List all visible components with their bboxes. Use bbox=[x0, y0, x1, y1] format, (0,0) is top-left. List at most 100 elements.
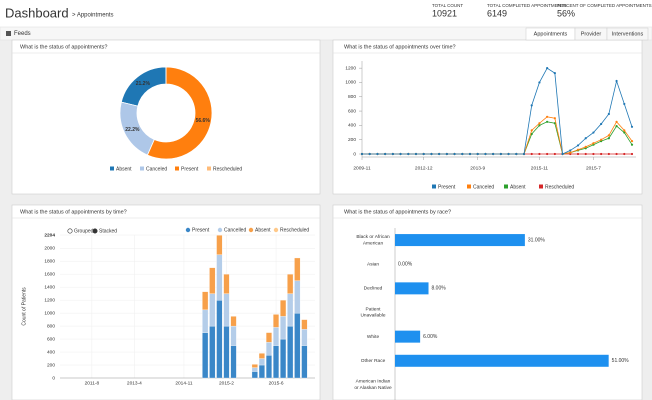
legend-swatch bbox=[539, 184, 543, 189]
y-tick-label: 0 bbox=[52, 375, 55, 381]
x-tick-label: 2015-11 bbox=[531, 165, 549, 171]
line-point bbox=[391, 152, 394, 156]
bar-segment bbox=[273, 327, 280, 346]
legend-label: Present bbox=[192, 227, 210, 233]
y-tick-label: 600 bbox=[47, 336, 55, 342]
line-point bbox=[407, 152, 410, 156]
legend-label: Rescheduled bbox=[545, 184, 574, 190]
x-tick-label: 2015-2 bbox=[219, 380, 234, 386]
line-point bbox=[368, 152, 371, 156]
bar-segment bbox=[230, 325, 237, 346]
legend-swatch bbox=[467, 184, 471, 189]
bar-segment bbox=[251, 367, 258, 372]
line-point bbox=[607, 112, 610, 116]
y-tick-label: 1000 bbox=[44, 310, 55, 316]
bar-segment bbox=[294, 312, 301, 379]
pie-slice bbox=[146, 66, 213, 160]
line-point bbox=[376, 152, 379, 156]
line-point bbox=[430, 152, 433, 156]
legend-swatch bbox=[140, 166, 144, 171]
x-tick-label: 2012-12 bbox=[415, 165, 433, 171]
bar-segment bbox=[223, 274, 230, 294]
line-point bbox=[630, 140, 634, 143]
radio-label[interactable]: Grouped bbox=[74, 228, 94, 234]
bar-segment bbox=[216, 235, 223, 255]
line-point bbox=[468, 152, 472, 156]
line-point bbox=[484, 152, 487, 156]
tab[interactable] bbox=[606, 27, 649, 41]
bar-segment bbox=[287, 293, 294, 327]
panels: What is the status of appointments? What… bbox=[11, 39, 643, 400]
breadcrumb: > Appointments bbox=[72, 13, 114, 19]
radio-label[interactable]: Stacked bbox=[99, 228, 117, 234]
bar-segment bbox=[209, 325, 216, 379]
y-tick-label: 1200 bbox=[345, 65, 356, 71]
line-point bbox=[623, 102, 626, 106]
line-point bbox=[569, 149, 572, 152]
line-point bbox=[584, 145, 587, 148]
value-label: 8.00% bbox=[432, 286, 447, 292]
y-tick-label: 2000 bbox=[44, 246, 55, 252]
line-point bbox=[553, 122, 556, 125]
line-point bbox=[546, 115, 549, 118]
x-tick-label: 2015-6 bbox=[269, 380, 284, 386]
x-tick-label: 2013-4 bbox=[127, 380, 142, 386]
value-label: 0.00% bbox=[398, 262, 413, 268]
line-point bbox=[438, 152, 441, 156]
legend-swatch bbox=[273, 227, 279, 233]
bar-segment bbox=[280, 299, 287, 317]
bar-segment bbox=[301, 319, 308, 330]
radio[interactable] bbox=[67, 228, 73, 234]
x-tick-label: 2011-8 bbox=[85, 380, 100, 386]
stat-value: 6149 bbox=[487, 8, 507, 18]
line-point bbox=[530, 129, 533, 132]
bar bbox=[395, 234, 525, 247]
y-tick-label: 400 bbox=[47, 349, 55, 355]
bar-segment bbox=[202, 309, 209, 333]
line-point bbox=[530, 152, 533, 156]
legend-swatch bbox=[504, 184, 508, 189]
line-point bbox=[538, 122, 541, 125]
bar bbox=[395, 330, 421, 343]
y-tick-label: 1000 bbox=[345, 80, 356, 86]
x-tick-label: 2009-11 bbox=[353, 165, 371, 171]
tab-label[interactable]: Provider bbox=[581, 31, 602, 37]
line-point bbox=[538, 152, 541, 156]
line-point bbox=[553, 117, 556, 120]
line-point bbox=[592, 131, 595, 134]
line-point bbox=[399, 152, 402, 156]
y-tick-label: 600 bbox=[348, 108, 356, 114]
tab-label[interactable]: Appointments bbox=[534, 31, 568, 37]
y-tick-label: 1200 bbox=[44, 297, 55, 303]
bar-segment bbox=[258, 353, 265, 359]
line-point bbox=[530, 132, 533, 136]
x-tick-label: 2015-7 bbox=[586, 165, 601, 171]
line-point bbox=[522, 152, 526, 156]
bar-segment bbox=[301, 329, 308, 346]
page-title: Dashboard bbox=[5, 5, 69, 20]
feeds-label[interactable]: Feeds bbox=[14, 31, 31, 37]
y-tick-label: 200 bbox=[47, 362, 55, 368]
category-label: White bbox=[367, 334, 380, 340]
tab-label[interactable]: Interventions bbox=[612, 31, 644, 37]
line-point bbox=[553, 152, 556, 156]
line-point bbox=[538, 124, 541, 127]
bar-segment bbox=[230, 316, 237, 327]
x-tick-label: 2013-9 bbox=[470, 165, 485, 171]
bar-segment bbox=[223, 293, 230, 327]
bar bbox=[395, 354, 609, 367]
bar-segment bbox=[287, 325, 294, 379]
line-point bbox=[576, 144, 580, 147]
x-tick-label: 2014-11 bbox=[175, 380, 193, 386]
line-point bbox=[615, 152, 618, 156]
legend-label: Absent bbox=[255, 227, 271, 233]
bar-segment bbox=[223, 325, 230, 379]
legend-swatch bbox=[432, 184, 436, 189]
radio[interactable] bbox=[92, 228, 98, 234]
line-point bbox=[538, 81, 541, 84]
line-point bbox=[515, 152, 518, 156]
y-tick-label: 400 bbox=[348, 123, 356, 129]
stat-label: TOTAL COMPLETED APPOINTMENTS bbox=[487, 3, 567, 8]
y-tick-label: 800 bbox=[47, 323, 55, 329]
